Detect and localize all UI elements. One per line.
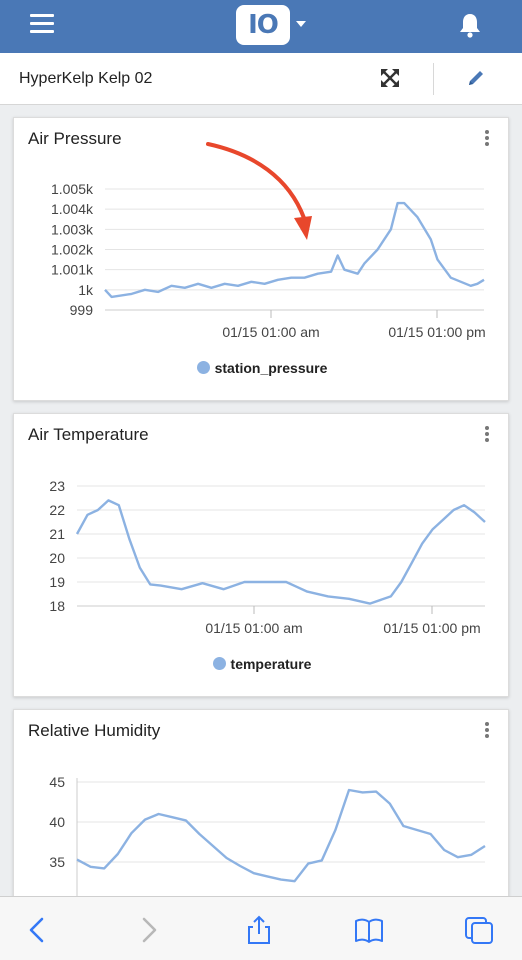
- y-tick-label: 40: [49, 814, 65, 830]
- logo-text: IO: [248, 10, 279, 40]
- card-title: Relative Humidity: [28, 721, 161, 740]
- hamburger-icon[interactable]: [30, 14, 54, 36]
- legend-label: station_pressure: [214, 360, 328, 376]
- y-tick-label: 999: [70, 302, 94, 318]
- x-tick-label: 01/15 01:00 am: [222, 324, 319, 340]
- chart-legend[interactable]: temperature: [14, 656, 510, 672]
- tabs-icon[interactable]: [464, 915, 494, 945]
- legend-swatch: [196, 361, 210, 374]
- y-tick-label: 18: [49, 598, 65, 614]
- x-tick-label: 01/15 01:00 am: [205, 620, 302, 636]
- x-tick-label: 01/15 01:00 pm: [383, 620, 480, 636]
- y-tick-label: 1.003k: [51, 221, 94, 237]
- dashboard-bar: HyperKelp Kelp 02: [0, 53, 522, 105]
- x-tick-label: 01/15 01:00 pm: [388, 324, 485, 340]
- y-tick-label: 1.002k: [51, 242, 94, 258]
- relative-humidity-card: Relative Humidity 45 40 35: [13, 709, 509, 910]
- kebab-menu-icon[interactable]: [484, 426, 490, 442]
- pencil-icon[interactable]: [466, 68, 486, 88]
- expand-icon[interactable]: [380, 68, 400, 88]
- back-icon[interactable]: [22, 915, 52, 945]
- y-tick-label: 21: [49, 526, 65, 542]
- legend-swatch: [212, 657, 226, 670]
- y-tick-label: 1.004k: [51, 201, 94, 217]
- y-tick-label: 22: [49, 502, 65, 518]
- y-tick-label: 1.005k: [51, 181, 94, 197]
- y-tick-label: 1k: [78, 282, 94, 298]
- series-line: [104, 201, 485, 299]
- kebab-menu-icon[interactable]: [484, 130, 490, 146]
- relative-humidity-chart: 45 40 35: [49, 774, 486, 910]
- series-line: [76, 788, 486, 883]
- bookmarks-icon[interactable]: [354, 915, 384, 945]
- app-header: IO: [0, 0, 522, 53]
- kebab-menu-icon[interactable]: [484, 722, 490, 738]
- annotation-arrowhead: [294, 216, 312, 240]
- annotation-arrow: [206, 142, 306, 220]
- y-tick-label: 1.001k: [51, 262, 94, 278]
- chevron-down-icon[interactable]: [296, 21, 306, 27]
- card-title: Air Temperature: [28, 425, 149, 444]
- air-temperature-chart: 23 22 21 20 19 18 01/15 01:00 am 01/15 01:00 pm: [49, 478, 486, 636]
- series-line: [75, 499, 486, 605]
- forward-icon[interactable]: [134, 915, 164, 945]
- air-pressure-card: Air Pressure 1.005k 1.004k 1.003k 1.002k 1.0…: [13, 117, 509, 401]
- air-pressure-chart: 1.005k 1.004k 1.003k 1.002k 1.001k 1k 999 01/15…: [51, 142, 486, 340]
- air-temperature-card: Air Temperature 23 22 21 20 19 18 01/15 01:00 …: [13, 413, 509, 697]
- y-tick-label: 45: [49, 774, 65, 790]
- y-tick-label: 23: [49, 478, 65, 494]
- chart-legend[interactable]: station_pressure: [14, 360, 510, 376]
- toolbar-divider: [433, 63, 434, 95]
- dashboard-title: HyperKelp Kelp 02: [19, 70, 153, 87]
- legend-label: temperature: [230, 656, 312, 672]
- card-title: Air Pressure: [28, 129, 122, 148]
- share-icon[interactable]: [244, 915, 274, 945]
- y-tick-label: 19: [49, 574, 65, 590]
- browser-toolbar: [0, 896, 522, 960]
- y-tick-label: 20: [49, 550, 65, 566]
- y-tick-label: 35: [49, 854, 65, 870]
- app-logo[interactable]: IO: [236, 5, 290, 45]
- bell-icon[interactable]: [458, 12, 482, 38]
